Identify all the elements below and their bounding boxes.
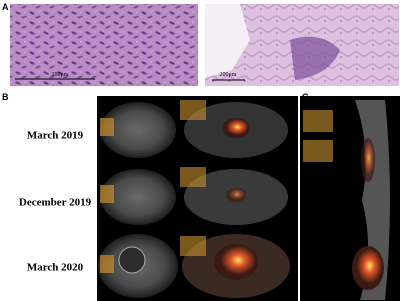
scan-row xyxy=(100,167,288,225)
annotation-box xyxy=(303,140,333,162)
tissue-cluster xyxy=(290,36,340,80)
row-label: March 2019 xyxy=(27,130,84,142)
tumor xyxy=(118,246,146,274)
row-label: December 2019 xyxy=(19,197,92,209)
pet-uptake xyxy=(222,118,250,138)
scale-bar-label: 200μm xyxy=(52,72,69,78)
annotation-box xyxy=(100,185,114,203)
pet-uptake xyxy=(226,188,246,202)
annotation-box xyxy=(180,167,206,187)
scan-row xyxy=(100,100,288,158)
ct-scan xyxy=(100,169,176,225)
sagittal-scan xyxy=(355,100,390,300)
tissue-gap xyxy=(205,4,250,78)
panel-label: A xyxy=(2,2,9,12)
scan-row xyxy=(98,234,290,298)
annotation-box xyxy=(180,236,206,256)
pet-uptake xyxy=(352,246,384,290)
scale-bar-label: 200μm xyxy=(220,72,237,78)
ct-scan xyxy=(100,102,176,158)
row-label: March 2020 xyxy=(27,262,84,274)
panel-label: B xyxy=(2,92,9,102)
annotation-box xyxy=(100,118,114,136)
pet-uptake xyxy=(361,138,375,182)
annotation-box xyxy=(303,110,333,132)
pet-uptake xyxy=(214,244,258,280)
annotation-box xyxy=(180,100,206,120)
histology-image xyxy=(10,4,198,86)
annotation-box xyxy=(100,255,114,273)
